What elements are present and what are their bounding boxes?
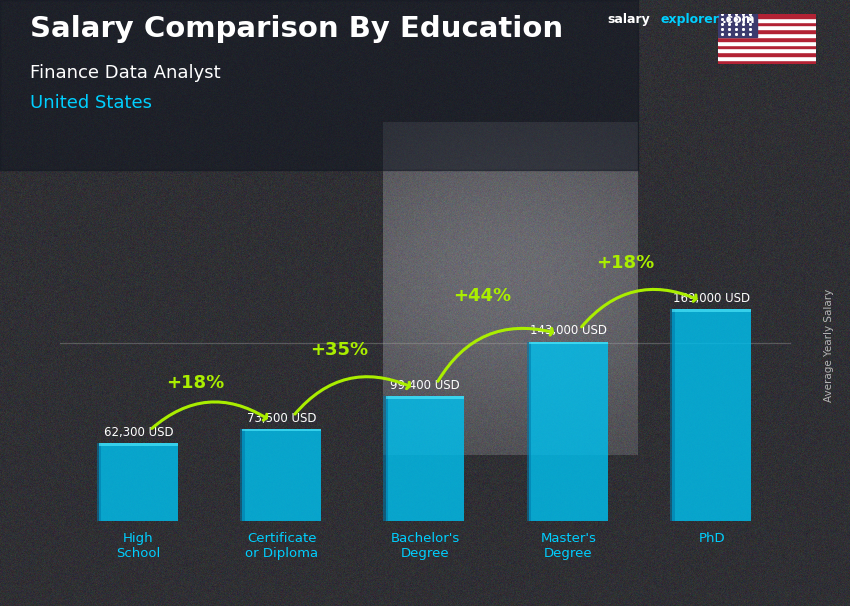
Bar <box>383 396 388 521</box>
Text: +18%: +18% <box>167 374 224 392</box>
Bar <box>242 429 321 431</box>
Bar <box>672 309 751 521</box>
Bar <box>718 56 816 60</box>
Bar <box>99 443 178 521</box>
Bar <box>718 37 816 41</box>
Bar <box>386 396 464 521</box>
Text: 169,000 USD: 169,000 USD <box>673 292 751 305</box>
Bar <box>718 33 816 37</box>
Bar <box>718 14 757 37</box>
Bar <box>718 48 816 52</box>
Text: +18%: +18% <box>597 254 654 272</box>
Bar <box>718 52 816 56</box>
Bar <box>99 443 178 445</box>
Bar <box>718 29 816 33</box>
Bar <box>240 429 245 521</box>
Bar <box>718 22 816 25</box>
Bar <box>718 14 816 18</box>
Text: United States: United States <box>30 94 152 112</box>
Text: 62,300 USD: 62,300 USD <box>104 426 173 439</box>
Bar <box>718 25 816 29</box>
Text: +35%: +35% <box>310 341 368 359</box>
Bar <box>0 0 638 170</box>
Text: 99,400 USD: 99,400 USD <box>390 379 460 392</box>
Bar <box>670 309 675 521</box>
Bar <box>386 396 464 399</box>
Bar <box>529 342 608 344</box>
Text: 73,500 USD: 73,500 USD <box>246 411 316 425</box>
Bar <box>718 60 816 64</box>
Bar <box>97 443 101 521</box>
Text: Finance Data Analyst: Finance Data Analyst <box>30 64 220 82</box>
Text: .com: .com <box>722 13 756 26</box>
Bar <box>718 18 816 22</box>
Bar <box>718 41 816 44</box>
Text: explorer: explorer <box>660 13 719 26</box>
Text: +44%: +44% <box>453 287 512 305</box>
Text: Salary Comparison By Education: Salary Comparison By Education <box>30 15 563 43</box>
Text: salary: salary <box>608 13 650 26</box>
Text: Average Yearly Salary: Average Yearly Salary <box>824 289 834 402</box>
Bar <box>672 309 751 311</box>
Bar <box>718 44 816 48</box>
Bar <box>529 342 608 521</box>
Text: 143,000 USD: 143,000 USD <box>530 324 607 338</box>
Bar <box>242 429 321 521</box>
Bar <box>526 342 531 521</box>
